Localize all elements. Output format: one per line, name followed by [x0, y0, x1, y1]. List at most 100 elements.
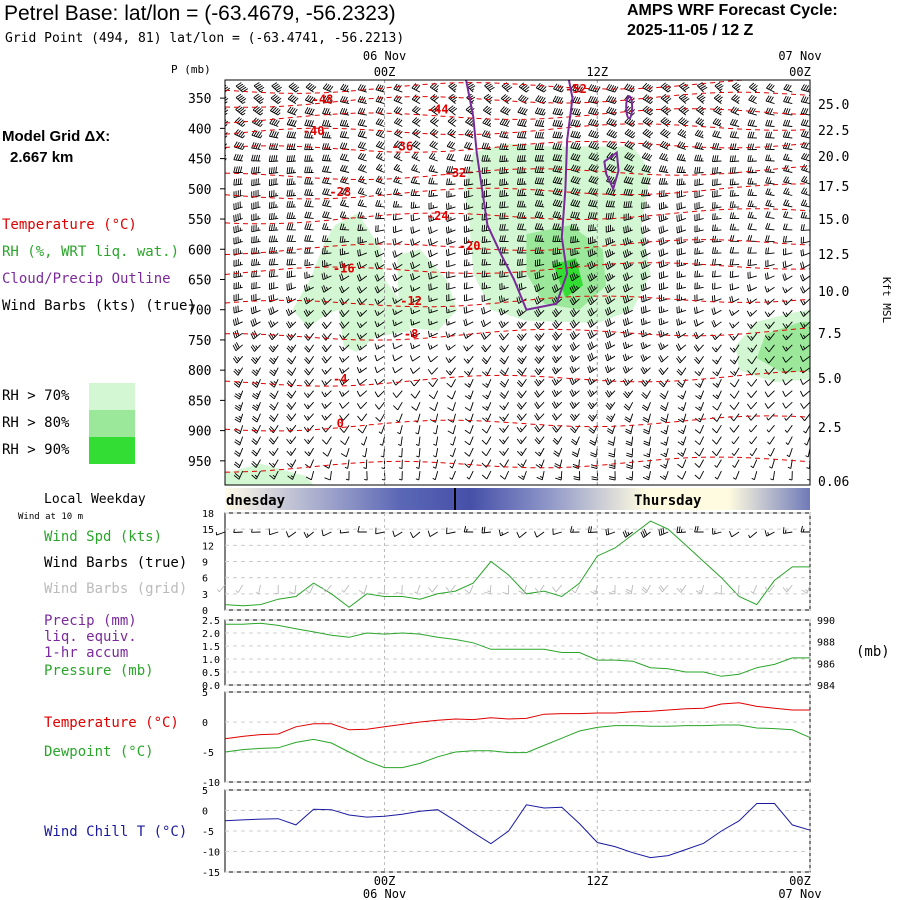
wind-barb	[321, 378, 332, 386]
wind-barb	[517, 106, 528, 116]
wind-barb	[800, 211, 810, 219]
wind-barb	[250, 305, 261, 315]
wind-barb	[569, 319, 580, 329]
wind-barb	[570, 119, 582, 127]
wind-barb	[356, 355, 368, 362]
wind-barb	[764, 344, 775, 353]
wind-barb	[499, 143, 509, 150]
wind-barb	[428, 295, 438, 303]
wind-barb	[747, 390, 758, 398]
wind-barb	[605, 237, 616, 246]
wind-barb	[303, 390, 314, 398]
wind-barb	[481, 224, 491, 232]
wind-barb	[321, 390, 332, 398]
wind-barb	[552, 165, 563, 173]
wind-barb	[374, 285, 385, 294]
wind-barb	[552, 119, 564, 127]
dewpoint-legend: Dewpoint (°C)	[44, 744, 154, 760]
wind-barb	[678, 93, 690, 104]
wind-barb	[225, 379, 226, 381]
wind-barb	[251, 224, 261, 233]
wind-barb	[516, 223, 527, 231]
wind-barb	[339, 401, 350, 409]
wind-barb	[765, 154, 775, 162]
wind-barb	[676, 225, 687, 234]
wind-barb	[660, 93, 672, 104]
wind-barb	[286, 447, 297, 456]
wind-barb	[804, 436, 810, 446]
wind-barb	[590, 448, 598, 458]
wind-barb	[446, 178, 456, 186]
wind-barb	[481, 447, 492, 457]
wind-barb	[711, 235, 722, 243]
wind-barb	[552, 107, 564, 116]
surface-wind-barb	[446, 527, 456, 535]
wind-barb	[766, 83, 775, 93]
wind-barb	[640, 283, 651, 292]
wind-barb	[251, 390, 261, 400]
wind-barb	[764, 378, 775, 387]
grid-wind-barb	[570, 584, 580, 594]
wind-barb	[676, 202, 687, 211]
wind-barb	[552, 436, 563, 445]
wind-barb	[268, 190, 279, 198]
wind-barb	[286, 258, 296, 266]
temperature-contour-label: -36	[391, 139, 413, 153]
wind-barb	[747, 143, 757, 151]
wind-barb	[411, 94, 421, 104]
windchill-panel-tick-label: 0	[202, 807, 208, 818]
wind-barb	[516, 321, 527, 329]
wind-barb	[587, 413, 598, 422]
wind-barb	[729, 155, 740, 163]
wind-barb	[392, 273, 403, 282]
wind-barb	[782, 260, 793, 269]
legend-wind-barbs: Wind Barbs (kts) (true)	[2, 298, 196, 314]
wind-barb	[481, 166, 491, 175]
wind-barb	[658, 306, 669, 314]
wind-barb	[534, 177, 545, 185]
wind-barb	[711, 142, 722, 150]
time-label-top: 12Z	[586, 65, 608, 79]
wind-barb	[428, 165, 438, 173]
wind-barb	[393, 129, 403, 139]
grid-wind-barb	[534, 584, 545, 593]
wind-barb	[606, 83, 619, 93]
wind-barb	[693, 319, 704, 327]
wind-barb	[624, 152, 635, 162]
surface-wind-barb	[409, 531, 421, 539]
wind-barb	[782, 401, 793, 409]
wind-barb	[499, 344, 509, 353]
temperature-contour	[225, 208, 810, 225]
wind-barb	[729, 283, 740, 291]
wind-barb	[339, 424, 350, 433]
surface-wind-barb	[339, 529, 350, 534]
wind-barb	[660, 425, 669, 435]
wind-barb	[321, 344, 332, 353]
wind-barb	[711, 436, 722, 445]
cloud-outline-small	[603, 150, 620, 192]
wind-barb	[446, 306, 456, 314]
wind-barb	[428, 318, 438, 326]
wind-barb	[269, 367, 279, 377]
wind-barb	[286, 270, 296, 279]
grid-wind-barb	[275, 585, 279, 595]
wind-barb	[449, 447, 456, 458]
wind-barb	[498, 320, 509, 329]
wind-barb	[552, 176, 563, 185]
surface-wind-barb	[534, 531, 545, 538]
wind-barb	[286, 295, 297, 304]
wind-barb	[695, 413, 705, 423]
wind-barb	[225, 413, 226, 416]
wind-barb	[304, 94, 316, 105]
legend-temperature: Temperature (°C)	[2, 217, 137, 233]
wind-barb	[783, 248, 793, 256]
wind-barb	[764, 390, 775, 398]
wind-barb	[285, 308, 297, 317]
wind-barb	[357, 187, 367, 196]
wind-barb	[481, 130, 492, 139]
wind-barb	[676, 236, 687, 245]
wind-barb	[676, 178, 686, 186]
wind-barb	[252, 117, 263, 127]
wind-barb	[374, 332, 385, 339]
wind-barb	[747, 401, 758, 410]
